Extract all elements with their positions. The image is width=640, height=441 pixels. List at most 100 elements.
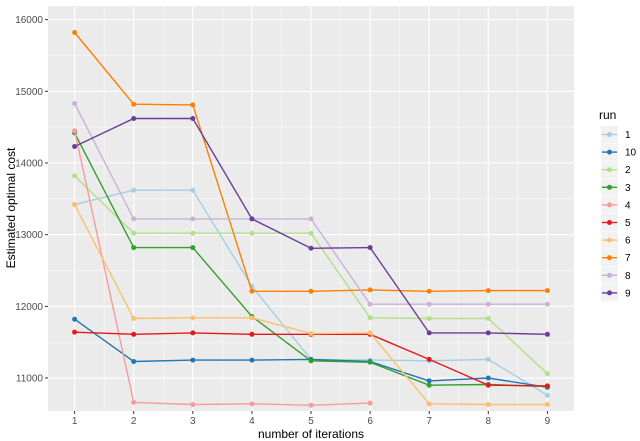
legend-item-run-4: 4 (601, 196, 631, 214)
data-point-run-10 (72, 316, 78, 322)
data-point-run-4 (249, 401, 255, 407)
data-point-run-6 (367, 330, 373, 336)
data-point-run-8 (367, 301, 373, 307)
series-run-9 (72, 116, 550, 337)
y-tick-label: 13000 (15, 230, 43, 241)
legend-label: 1 (625, 130, 631, 141)
data-point-run-8 (544, 301, 550, 307)
x-tick-label: 3 (190, 416, 196, 427)
legend-key-point (607, 290, 612, 296)
x-tick-label: 1 (72, 416, 78, 427)
data-point-run-6 (131, 316, 137, 322)
y-tick-label: 12000 (15, 302, 43, 313)
data-point-run-2 (131, 230, 137, 236)
data-point-run-1 (131, 187, 137, 193)
data-point-run-9 (485, 330, 491, 336)
legend-label: 5 (625, 218, 631, 229)
data-point-run-7 (249, 288, 255, 294)
data-point-run-5 (190, 330, 196, 336)
data-point-run-7 (131, 101, 137, 107)
data-point-run-7 (426, 288, 432, 294)
x-tick-label: 2 (131, 416, 137, 427)
data-point-run-4 (367, 400, 373, 406)
data-point-run-4 (308, 402, 314, 408)
legend-key-point (607, 255, 612, 261)
data-point-run-5 (426, 356, 432, 362)
data-point-run-7 (485, 288, 491, 294)
legend-label: 9 (625, 288, 631, 299)
series-run-7 (72, 30, 550, 294)
data-point-run-3 (190, 245, 196, 251)
data-point-run-5 (249, 331, 255, 337)
data-point-run-10 (190, 357, 196, 363)
y-tick-label: 15000 (15, 87, 43, 98)
data-point-run-9 (190, 116, 196, 122)
legend-key-point (607, 149, 612, 155)
data-point-run-8 (72, 100, 78, 106)
data-point-run-2 (249, 230, 255, 236)
legend-key-point (607, 237, 612, 243)
y-axis: 11000 12000 13000 14000 15000 16000 (15, 15, 48, 385)
legend: 1 10 2 3 4 5 6 7 8 9 (601, 126, 637, 302)
data-point-run-3 (308, 358, 314, 364)
major-gridlines (48, 6, 574, 411)
legend-key-point (607, 202, 612, 208)
data-point-run-2 (544, 371, 550, 377)
data-point-run-8 (308, 216, 314, 222)
data-point-run-1 (485, 356, 491, 362)
data-point-run-2 (426, 316, 432, 322)
legend-key-point (607, 167, 612, 173)
data-point-run-6 (72, 202, 78, 208)
data-point-run-2 (72, 173, 78, 179)
data-point-run-5 (544, 383, 550, 389)
legend-label: 8 (625, 271, 631, 282)
series-run-6 (72, 202, 550, 408)
x-tick-label: 7 (426, 416, 432, 427)
data-point-run-7 (190, 102, 196, 108)
legend-item-run-5: 5 (601, 214, 631, 231)
data-point-run-3 (367, 359, 373, 365)
legend-key-point (607, 220, 612, 225)
data-point-run-6 (485, 402, 491, 408)
data-point-run-5 (485, 382, 491, 388)
data-point-run-9 (367, 245, 373, 251)
data-point-run-2 (190, 230, 196, 236)
legend-item-run-1: 1 (601, 126, 631, 143)
data-point-run-2 (308, 230, 314, 236)
data-point-run-6 (426, 401, 432, 407)
data-point-run-7 (544, 288, 550, 294)
legend-label: 4 (625, 200, 631, 211)
legend-label: 6 (625, 236, 631, 247)
y-tick-label: 14000 (15, 158, 43, 169)
series-layer (72, 30, 550, 408)
data-point-run-6 (190, 315, 196, 321)
data-point-run-9 (544, 331, 550, 337)
data-point-run-2 (367, 315, 373, 321)
data-point-run-7 (308, 288, 314, 294)
x-axis: 1 2 3 4 5 6 7 8 9 (72, 411, 551, 427)
data-point-run-9 (72, 143, 78, 149)
legend-item-run-2: 2 (601, 161, 631, 179)
legend-label: 3 (625, 183, 631, 194)
data-point-run-8 (190, 216, 196, 222)
data-point-run-9 (308, 245, 314, 251)
data-point-run-5 (131, 331, 137, 337)
data-point-run-4 (131, 399, 137, 405)
data-point-run-5 (72, 329, 78, 335)
data-point-run-6 (308, 331, 314, 337)
data-point-run-9 (426, 330, 432, 336)
x-tick-label: 4 (249, 416, 255, 427)
data-point-run-8 (131, 216, 137, 222)
y-tick-label: 11000 (16, 374, 44, 385)
legend-item-run-9: 9 (601, 284, 631, 302)
x-axis-title: number of iterations (258, 427, 364, 441)
series-run-4 (72, 128, 373, 408)
series-line-run-4 (73, 130, 371, 406)
x-tick-label: 5 (308, 416, 314, 427)
legend-key-point (607, 184, 612, 190)
data-point-run-10 (426, 378, 432, 384)
legend-item-run-8: 8 (601, 266, 631, 284)
data-point-run-7 (72, 30, 78, 36)
x-tick-label: 9 (545, 416, 551, 427)
